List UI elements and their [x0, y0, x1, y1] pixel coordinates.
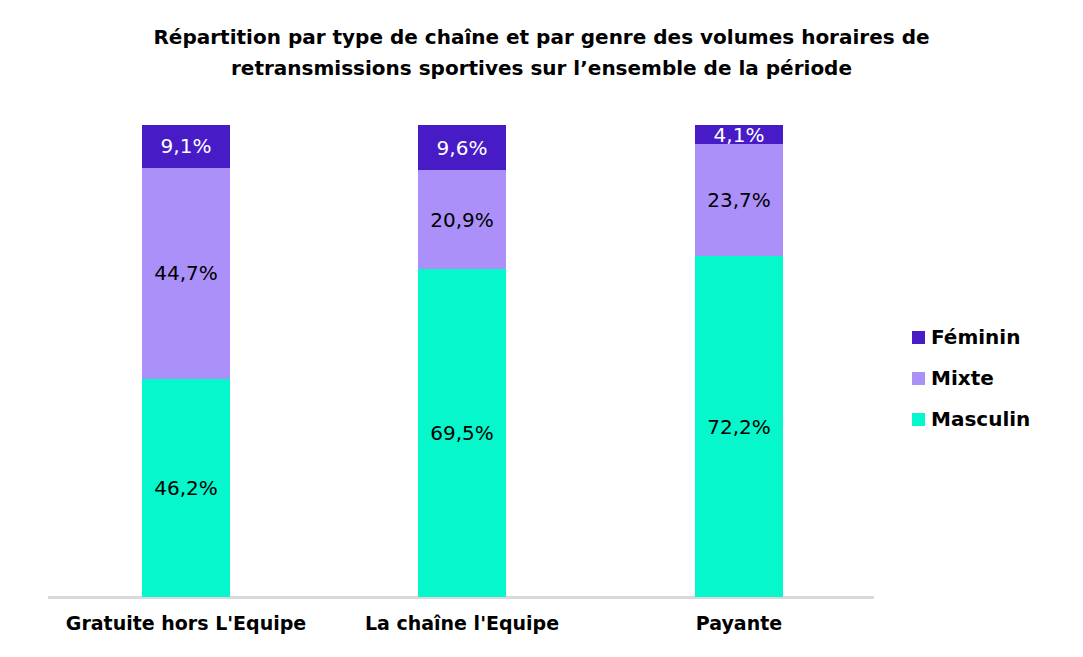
value-label: 69,5%	[430, 423, 494, 443]
bar-segment-mixte: 23,7%	[695, 144, 783, 256]
legend-item-feminin: Féminin	[912, 326, 1030, 348]
bar-segment-feminin: 9,1%	[142, 125, 230, 168]
chart-canvas: Répartition par type de chaîne et par ge…	[0, 0, 1083, 657]
category-label-la-chaine-l-equipe: La chaîne l'Equipe	[302, 612, 622, 634]
category-label-gratuite-hors-l-equipe: Gratuite hors L'Equipe	[26, 612, 346, 634]
bar-segment-feminin: 4,1%	[695, 125, 783, 144]
bar-segment-masculin: 46,2%	[142, 379, 230, 597]
legend-item-mixte: Mixte	[912, 367, 1030, 389]
stacked-bar-payante: 4,1% 23,7% 72,2%	[695, 125, 783, 597]
value-label: 9,1%	[161, 136, 212, 156]
bar-segment-feminin: 9,6%	[418, 125, 506, 170]
value-label: 23,7%	[707, 190, 771, 210]
value-label: 20,9%	[430, 210, 494, 230]
category-label-payante: Payante	[579, 612, 899, 634]
value-label: 9,6%	[437, 138, 488, 158]
legend: Féminin Mixte Masculin	[912, 326, 1030, 449]
legend-label: Féminin	[931, 325, 1020, 349]
legend-item-masculin: Masculin	[912, 408, 1030, 430]
stacked-bar-la-chaine-l-equipe: 9,6% 20,9% 69,5%	[418, 125, 506, 597]
legend-label: Mixte	[931, 366, 994, 390]
stacked-bar-gratuite-hors-l-equipe: 9,1% 44,7% 46,2%	[142, 125, 230, 597]
value-label: 4,1%	[714, 125, 765, 145]
bar-segment-mixte: 44,7%	[142, 168, 230, 379]
legend-swatch-icon	[912, 331, 925, 344]
bar-segment-masculin: 72,2%	[695, 256, 783, 597]
value-label: 44,7%	[154, 263, 218, 283]
value-label: 46,2%	[154, 478, 218, 498]
legend-swatch-icon	[912, 372, 925, 385]
legend-swatch-icon	[912, 413, 925, 426]
bar-segment-mixte: 20,9%	[418, 170, 506, 269]
bar-segment-masculin: 69,5%	[418, 269, 506, 597]
value-label: 72,2%	[707, 417, 771, 437]
legend-label: Masculin	[931, 407, 1030, 431]
